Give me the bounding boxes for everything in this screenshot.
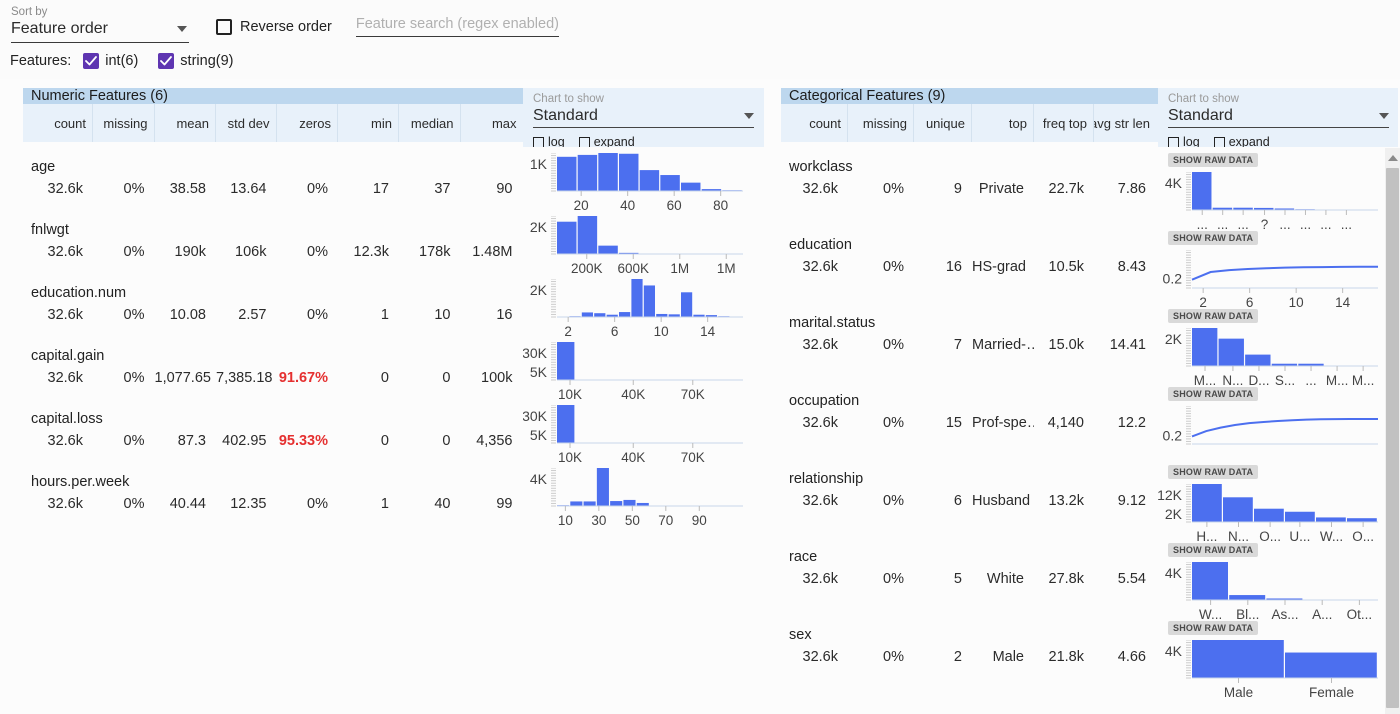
svg-text:90: 90	[692, 513, 707, 527]
svg-text:5K: 5K	[530, 427, 548, 443]
svg-text:14: 14	[700, 324, 716, 338]
svg-text:4K: 4K	[1165, 643, 1183, 659]
svg-text:10K: 10K	[558, 387, 582, 401]
svg-text:Bl...: Bl...	[1236, 607, 1259, 621]
svg-text:W...: W...	[1320, 529, 1343, 543]
svg-text:20: 20	[574, 198, 589, 212]
svg-text:M...: M...	[1326, 373, 1349, 387]
svg-text:2K: 2K	[1165, 506, 1183, 522]
svg-text:2K: 2K	[530, 282, 548, 298]
svg-text:O...: O...	[1352, 529, 1374, 543]
svg-text:W...: W...	[1199, 607, 1222, 621]
svg-text:1M: 1M	[717, 261, 736, 275]
svg-text:30K: 30K	[523, 345, 548, 361]
svg-text:M...: M...	[1352, 373, 1375, 387]
svg-text:10K: 10K	[558, 450, 582, 464]
svg-text:60: 60	[667, 198, 682, 212]
svg-text:70K: 70K	[681, 450, 705, 464]
svg-text:80: 80	[713, 198, 728, 212]
svg-text:30K: 30K	[523, 408, 548, 424]
svg-text:14: 14	[1335, 295, 1351, 309]
svg-text:10: 10	[1289, 295, 1304, 309]
svg-text:Male: Male	[1224, 685, 1253, 699]
svg-text:50: 50	[625, 513, 640, 527]
svg-text:1M: 1M	[670, 261, 689, 275]
svg-text:...: ...	[1238, 217, 1249, 231]
svg-text:Ot...: Ot...	[1347, 607, 1373, 621]
svg-text:2K: 2K	[1165, 331, 1183, 347]
svg-text:Female: Female	[1309, 685, 1354, 699]
svg-text:70: 70	[658, 513, 673, 527]
svg-text:40: 40	[620, 198, 635, 212]
svg-text:40K: 40K	[621, 450, 645, 464]
svg-text:A...: A...	[1312, 607, 1332, 621]
svg-text:S...: S...	[1275, 373, 1295, 387]
svg-text:...: ...	[1300, 217, 1311, 231]
svg-text:N...: N...	[1222, 373, 1243, 387]
svg-text:4K: 4K	[1165, 175, 1183, 191]
svg-text:600K: 600K	[617, 261, 649, 275]
svg-text:4K: 4K	[1165, 565, 1183, 581]
svg-text:...: ...	[1197, 217, 1208, 231]
svg-text:10: 10	[558, 513, 573, 527]
svg-text:6: 6	[611, 324, 619, 338]
svg-text:2: 2	[564, 324, 572, 338]
svg-text:As...: As...	[1271, 607, 1298, 621]
svg-text:H...: H...	[1196, 529, 1217, 543]
svg-text:2K: 2K	[530, 219, 548, 235]
svg-text:U...: U...	[1289, 529, 1310, 543]
svg-text:N...: N...	[1228, 529, 1249, 543]
svg-text:4K: 4K	[530, 471, 548, 487]
svg-text:6: 6	[1246, 295, 1254, 309]
svg-text:200K: 200K	[571, 261, 603, 275]
svg-text:1K: 1K	[530, 156, 548, 172]
svg-text:...: ...	[1305, 373, 1316, 387]
svg-text:70K: 70K	[681, 387, 705, 401]
svg-text:...: ...	[1217, 217, 1228, 231]
svg-text:0.2: 0.2	[1163, 427, 1183, 443]
svg-text:10: 10	[654, 324, 669, 338]
svg-text:5K: 5K	[530, 364, 548, 380]
svg-text:12K: 12K	[1158, 487, 1183, 503]
svg-text:...: ...	[1341, 217, 1352, 231]
svg-text:?: ?	[1261, 217, 1269, 231]
svg-text:...: ...	[1320, 217, 1331, 231]
svg-text:O...: O...	[1259, 529, 1281, 543]
svg-text:40K: 40K	[621, 387, 645, 401]
svg-text:30: 30	[591, 513, 606, 527]
svg-text:D...: D...	[1248, 373, 1269, 387]
svg-text:2: 2	[1199, 295, 1207, 309]
svg-text:...: ...	[1279, 217, 1290, 231]
svg-text:M...: M...	[1194, 373, 1217, 387]
svg-text:0.2: 0.2	[1163, 271, 1183, 287]
